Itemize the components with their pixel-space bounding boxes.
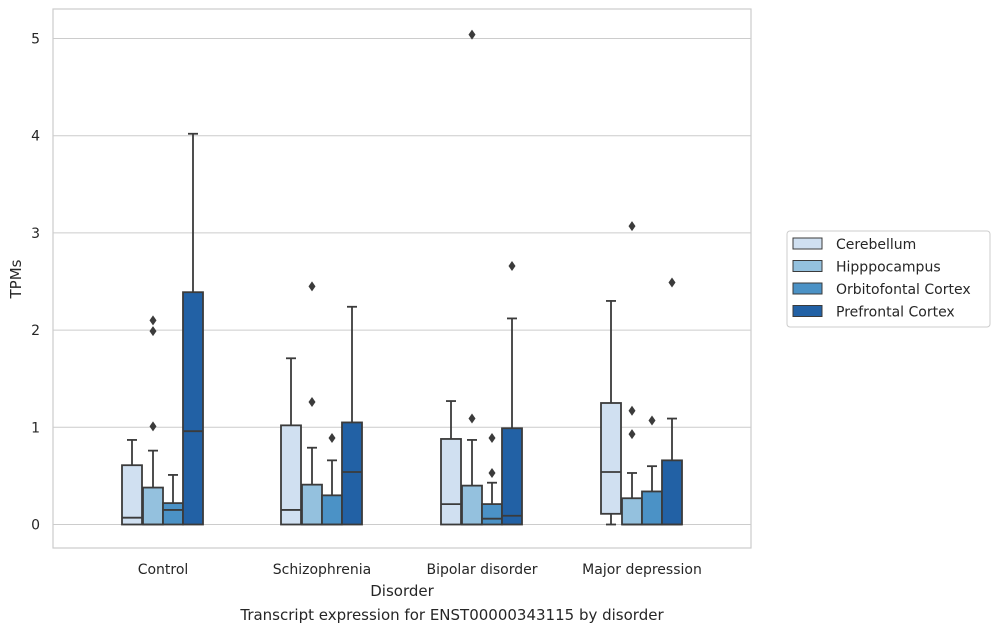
box-1-1 (301, 281, 323, 526)
y-tick-label: 0 (31, 518, 40, 534)
x-tick-label: Schizophrenia (273, 562, 371, 578)
outlier-point (149, 326, 157, 337)
box-iqr (600, 402, 622, 515)
y-axis-label: TPMs (7, 259, 25, 299)
box-iqr (162, 502, 184, 526)
legend-swatch (792, 260, 823, 272)
outlier-point (628, 405, 636, 416)
legend: Cerebellum Hipppocampus Orbitofontal Corte… (786, 230, 991, 328)
y-tick-label: 2 (31, 323, 40, 339)
outlier-point (468, 29, 476, 40)
gridlines (53, 38, 751, 525)
figure-caption: Transcript expression for ENST0000034311… (240, 606, 664, 624)
box-3-3 (661, 277, 683, 526)
box-iqr (121, 464, 143, 526)
box-iqr (301, 483, 323, 526)
box-iqr (341, 421, 363, 526)
plot-frame (52, 8, 752, 549)
legend-label: Cerebellum (836, 237, 916, 253)
box-2-1 (321, 432, 343, 526)
y-tick-label: 3 (31, 226, 40, 242)
box-1-3 (621, 221, 643, 526)
box-iqr (621, 497, 643, 526)
tick-labels: 0 1 2 3 4 5 Control Schizophrenia Bipolar disord… (31, 32, 702, 579)
legend-label: Hipppocampus (836, 260, 941, 276)
outlier-point (628, 221, 636, 232)
box-series (121, 29, 683, 526)
legend-label: Orbitofontal Cortex (836, 282, 971, 298)
box-0-3 (600, 300, 622, 526)
box-iqr (142, 486, 164, 526)
box-iqr (440, 438, 462, 526)
y-tick-label: 5 (31, 32, 40, 48)
outlier-point (328, 432, 336, 443)
box-2-0 (162, 474, 184, 526)
box-1-0 (142, 315, 164, 526)
y-tick-label: 4 (31, 129, 40, 145)
outlier-point (468, 413, 476, 424)
box-3-1 (341, 305, 363, 526)
x-axis-label: Disorder (370, 582, 434, 600)
box-1-2 (461, 29, 483, 526)
box-iqr (321, 494, 343, 526)
outlier-point (668, 277, 676, 288)
x-tick-label: Control (138, 562, 189, 578)
outlier-point (648, 415, 656, 426)
box-3-2 (501, 260, 523, 526)
outlier-point (149, 315, 157, 326)
box-iqr (182, 291, 204, 526)
outlier-point (488, 467, 496, 478)
box-iqr (641, 490, 663, 526)
box-0-0 (121, 439, 143, 526)
outlier-point (308, 397, 316, 408)
box-iqr (461, 484, 483, 526)
y-tick-label: 1 (31, 420, 40, 436)
box-iqr (280, 424, 302, 526)
box-0-2 (440, 400, 462, 526)
box-3-0 (182, 132, 204, 526)
box-2-2 (481, 432, 503, 526)
outlier-point (308, 281, 316, 292)
box-iqr (481, 503, 503, 526)
outlier-point (508, 260, 516, 271)
legend-swatch (792, 305, 823, 317)
box-iqr (501, 427, 523, 526)
outlier-point (149, 421, 157, 432)
legend-frame (786, 230, 991, 328)
x-tick-label: Major depression (582, 562, 702, 578)
legend-swatch (792, 237, 823, 250)
x-tick-label: Bipolar disorder (426, 562, 537, 578)
box-0-1 (280, 357, 302, 526)
outlier-point (628, 429, 636, 440)
outlier-point (488, 432, 496, 443)
legend-label: Prefrontal Cortex (836, 305, 955, 321)
legend-swatch (792, 282, 823, 295)
box-2-3 (641, 415, 663, 526)
box-iqr (661, 459, 683, 526)
